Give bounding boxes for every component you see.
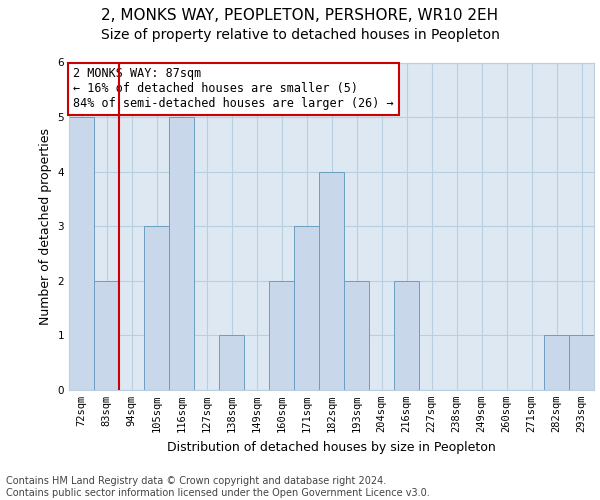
Bar	[344, 281, 369, 390]
Bar	[269, 281, 294, 390]
Bar	[319, 172, 344, 390]
Text: Contains HM Land Registry data © Crown copyright and database right 2024.
Contai: Contains HM Land Registry data © Crown c…	[6, 476, 430, 498]
Bar	[219, 336, 244, 390]
Text: 2 MONKS WAY: 87sqm
← 16% of detached houses are smaller (5)
84% of semi-detached: 2 MONKS WAY: 87sqm ← 16% of detached hou…	[73, 68, 394, 110]
Text: 2, MONKS WAY, PEOPLETON, PERSHORE, WR10 2EH: 2, MONKS WAY, PEOPLETON, PERSHORE, WR10 …	[101, 8, 499, 22]
Bar	[169, 117, 194, 390]
Bar	[544, 336, 569, 390]
Bar	[144, 226, 169, 390]
Y-axis label: Number of detached properties: Number of detached properties	[39, 128, 52, 325]
Bar	[69, 117, 94, 390]
Bar	[569, 336, 594, 390]
Bar	[294, 226, 319, 390]
Text: Size of property relative to detached houses in Peopleton: Size of property relative to detached ho…	[101, 28, 499, 42]
X-axis label: Distribution of detached houses by size in Peopleton: Distribution of detached houses by size …	[167, 440, 496, 454]
Bar	[394, 281, 419, 390]
Bar	[94, 281, 119, 390]
